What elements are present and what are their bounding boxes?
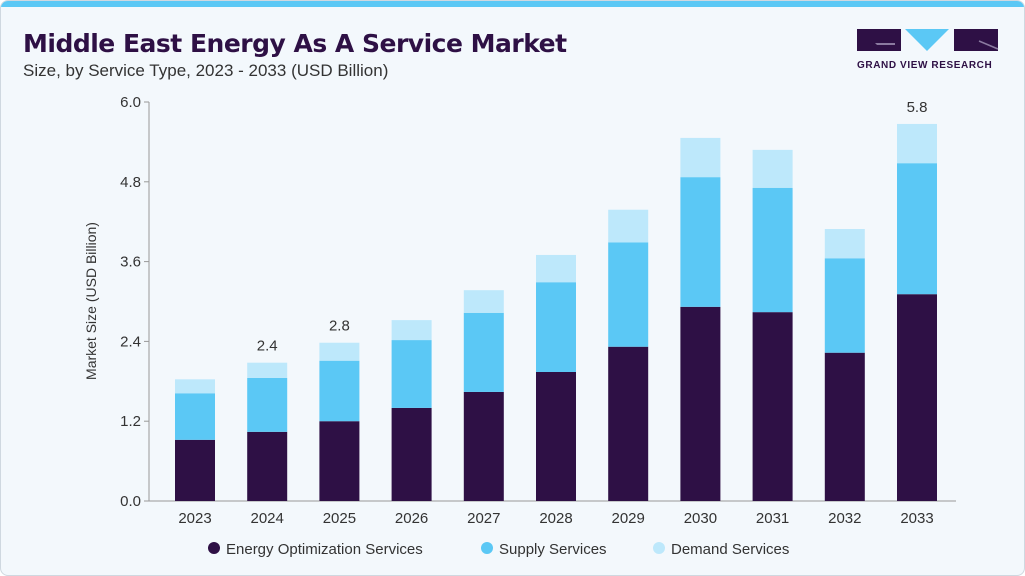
bar-demand-services-2028 bbox=[536, 254, 576, 283]
logo-text: GRAND VIEW RESEARCH bbox=[857, 60, 993, 71]
bar-supply-services-2032 bbox=[824, 258, 865, 353]
x-tick-label: 2023 bbox=[178, 510, 211, 527]
y-tick-label: 1.2 bbox=[120, 413, 141, 430]
chart-subtitle: Size, by Service Type, 2023 - 2033 (USD … bbox=[23, 61, 389, 80]
bar-supply-services-2026 bbox=[391, 340, 432, 408]
bar-supply-services-2023 bbox=[175, 393, 215, 440]
bar-energy-optimization-services-2028 bbox=[536, 371, 576, 501]
accent-bar bbox=[1, 1, 1024, 7]
y-tick-label: 4.8 bbox=[120, 174, 141, 191]
bar-energy-optimization-services-2025 bbox=[319, 421, 360, 501]
y-tick-label: 2.4 bbox=[120, 333, 141, 350]
x-tick-label: 2026 bbox=[395, 510, 428, 527]
bar-energy-optimization-services-2030 bbox=[680, 306, 721, 501]
x-tick-label: 2029 bbox=[612, 510, 645, 527]
bar-demand-services-2024 bbox=[247, 362, 288, 378]
grand-view-research-logo-icon bbox=[857, 29, 999, 51]
y-axis-title: Market Size (USD Billion) bbox=[83, 222, 99, 380]
data-label: 2.8 bbox=[329, 318, 350, 335]
bar-demand-services-2032 bbox=[824, 229, 865, 259]
x-tick-label: 2030 bbox=[684, 510, 717, 527]
bar-supply-services-2031 bbox=[752, 187, 793, 313]
bar-demand-services-2025 bbox=[319, 342, 360, 361]
bar-supply-services-2025 bbox=[319, 360, 360, 422]
legend-label: Supply Services bbox=[499, 541, 607, 558]
x-tick-label: 2033 bbox=[900, 510, 933, 527]
bar-supply-services-2029 bbox=[608, 242, 649, 347]
bar-supply-services-2028 bbox=[536, 282, 576, 372]
bar-energy-optimization-services-2024 bbox=[247, 431, 288, 501]
bar-demand-services-2029 bbox=[608, 209, 649, 243]
legend-marker-icon bbox=[481, 542, 493, 554]
bar-demand-services-2026 bbox=[391, 320, 432, 341]
bar-demand-services-2033 bbox=[897, 123, 937, 164]
bar-demand-services-2031 bbox=[752, 149, 793, 188]
bar-supply-services-2027 bbox=[463, 312, 504, 392]
bar-energy-optimization-services-2032 bbox=[824, 352, 865, 501]
bar-supply-services-2033 bbox=[897, 163, 937, 295]
bar-supply-services-2024 bbox=[247, 377, 288, 432]
data-label: 2.4 bbox=[257, 338, 278, 355]
x-tick-label: 2028 bbox=[539, 510, 572, 527]
legend-marker-icon bbox=[208, 542, 220, 554]
bar-demand-services-2030 bbox=[680, 137, 721, 178]
legend-label: Energy Optimization Services bbox=[226, 541, 423, 558]
x-tick-label: 2032 bbox=[828, 510, 861, 527]
bar-supply-services-2030 bbox=[680, 177, 721, 307]
y-tick-label: 3.6 bbox=[120, 254, 141, 271]
chart-title: Middle East Energy As A Service Market bbox=[23, 29, 567, 58]
legend-label: Demand Services bbox=[671, 541, 789, 558]
y-tick-label: 0.0 bbox=[120, 493, 141, 510]
legend-marker-icon bbox=[653, 542, 665, 554]
data-label: 5.8 bbox=[907, 99, 928, 116]
x-tick-label: 2025 bbox=[323, 510, 356, 527]
bar-energy-optimization-services-2026 bbox=[391, 407, 432, 501]
y-tick-label: 6.0 bbox=[120, 94, 141, 111]
bar-energy-optimization-services-2033 bbox=[897, 294, 937, 501]
bar-demand-services-2023 bbox=[175, 379, 215, 394]
bar-demand-services-2027 bbox=[463, 290, 504, 313]
x-tick-label: 2024 bbox=[251, 510, 284, 527]
bar-energy-optimization-services-2029 bbox=[608, 346, 649, 501]
bar-energy-optimization-services-2031 bbox=[752, 312, 793, 501]
bar-energy-optimization-services-2023 bbox=[175, 439, 215, 501]
bar-energy-optimization-services-2027 bbox=[463, 391, 504, 501]
x-tick-label: 2027 bbox=[467, 510, 500, 527]
x-tick-label: 2031 bbox=[756, 510, 789, 527]
